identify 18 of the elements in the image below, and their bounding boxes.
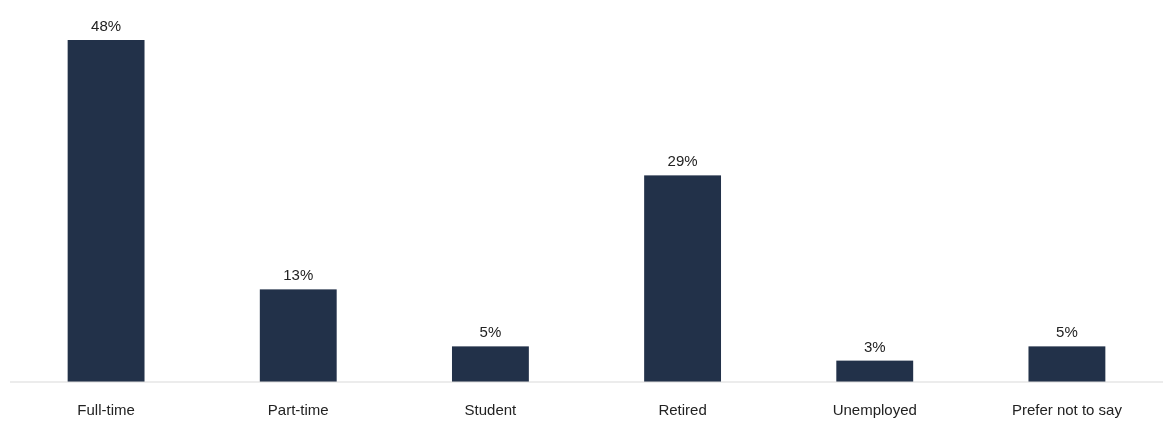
- x-tick-label: Full-time: [77, 401, 135, 418]
- bar: [1028, 346, 1106, 382]
- data-label: 48%: [91, 17, 122, 34]
- data-label: 5%: [479, 323, 502, 341]
- bar: [451, 346, 529, 382]
- bar: [67, 40, 145, 382]
- data-label: 3%: [863, 337, 886, 355]
- x-tick-label: Retired: [658, 401, 707, 418]
- data-label: 29%: [667, 152, 698, 170]
- x-tick-label: Student: [464, 401, 518, 418]
- x-tick-label: Part-time: [267, 401, 329, 418]
- bar: [836, 360, 914, 382]
- data-label: 13%: [283, 266, 314, 284]
- data-label: 5%: [1056, 323, 1078, 341]
- bar: [644, 175, 722, 382]
- x-tick-label: Prefer not to say: [1011, 401, 1123, 418]
- x-tick-label: Unemployed: [832, 401, 917, 418]
- bar: [259, 289, 337, 382]
